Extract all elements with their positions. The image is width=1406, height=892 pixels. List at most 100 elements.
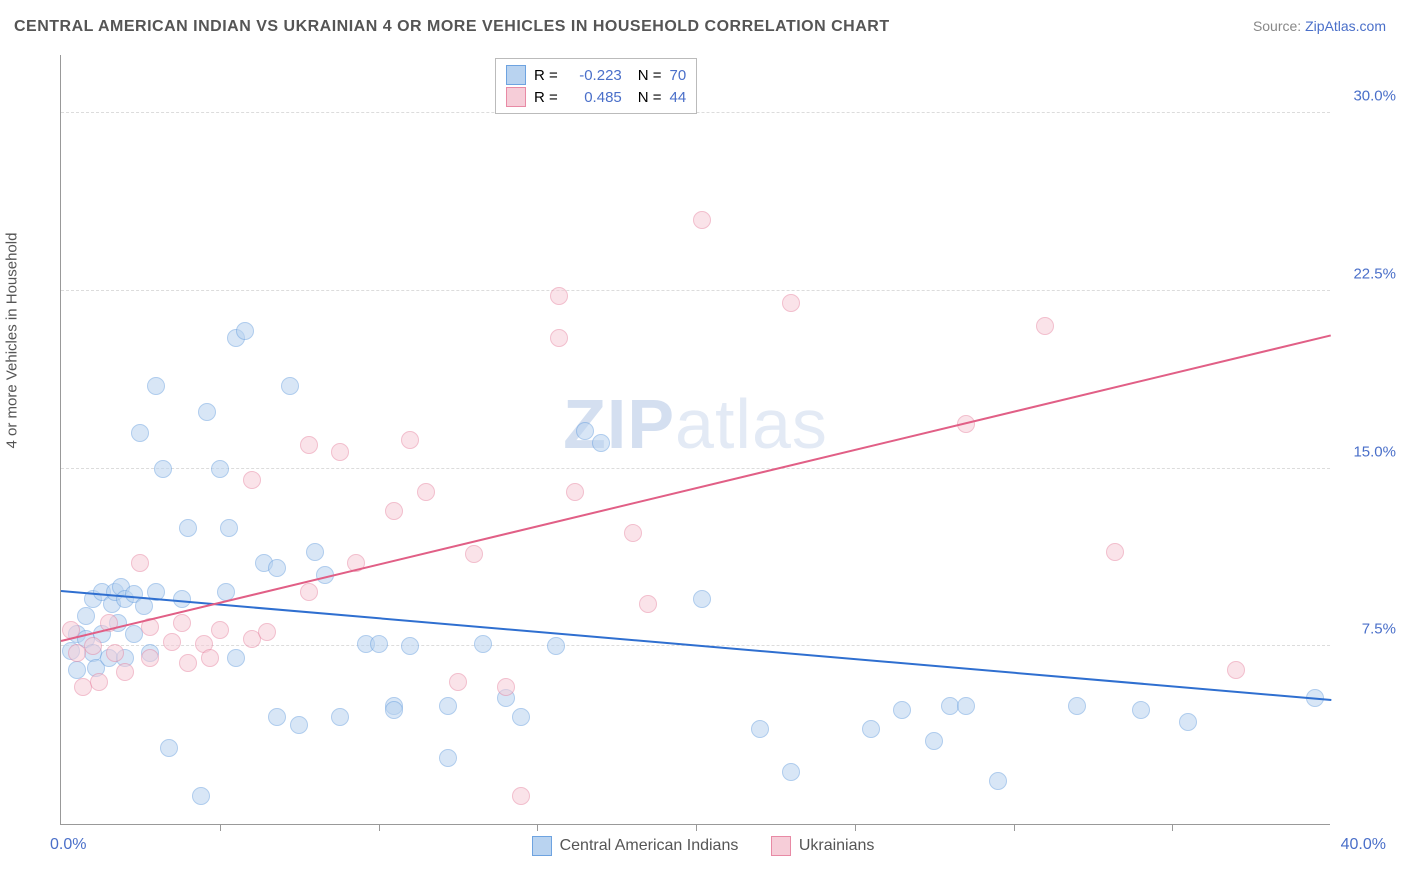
point-ukr <box>512 787 530 805</box>
legend-label-cai: Central American Indians <box>560 837 739 855</box>
point-ukr <box>550 329 568 347</box>
legend-swatch-blue <box>532 836 552 856</box>
point-ukr <box>497 678 515 696</box>
point-cai <box>893 701 911 719</box>
legend-item-cai: Central American Indians <box>532 836 739 856</box>
r-label: R = <box>534 67 558 84</box>
legend-swatch-0 <box>506 65 526 85</box>
point-ukr <box>201 649 219 667</box>
source-attribution: Source: ZipAtlas.com <box>1253 18 1386 34</box>
point-cai <box>1068 697 1086 715</box>
point-cai <box>1132 701 1150 719</box>
point-ukr <box>417 483 435 501</box>
chart-title: CENTRAL AMERICAN INDIAN VS UKRAINIAN 4 O… <box>14 18 890 36</box>
y-tick-label: 7.5% <box>1336 621 1396 638</box>
point-cai <box>474 635 492 653</box>
y-tick-label: 15.0% <box>1336 443 1396 460</box>
point-cai <box>236 322 254 340</box>
point-ukr <box>385 502 403 520</box>
point-cai <box>439 697 457 715</box>
point-cai <box>211 460 229 478</box>
point-cai <box>160 739 178 757</box>
y-tick-label: 30.0% <box>1336 88 1396 105</box>
point-cai <box>862 720 880 738</box>
point-cai <box>77 607 95 625</box>
point-cai <box>751 720 769 738</box>
point-ukr <box>1106 543 1124 561</box>
bottom-legend: Central American Indians Ukrainians <box>0 836 1406 861</box>
point-ukr <box>300 436 318 454</box>
point-ukr <box>300 583 318 601</box>
point-ukr <box>116 663 134 681</box>
point-ukr <box>258 623 276 641</box>
point-cai <box>68 661 86 679</box>
r-value-1: 0.485 <box>566 89 622 106</box>
point-ukr <box>782 294 800 312</box>
point-cai <box>782 763 800 781</box>
point-cai <box>385 701 403 719</box>
y-axis-title: 4 or more Vehicles in Household <box>4 233 21 449</box>
point-ukr <box>211 621 229 639</box>
point-cai <box>268 708 286 726</box>
watermark: ZIPatlas <box>563 384 828 464</box>
point-cai <box>925 732 943 750</box>
point-cai <box>547 637 565 655</box>
x-tick <box>1014 824 1015 831</box>
legend-label-ukr: Ukrainians <box>799 837 875 855</box>
x-tick <box>1172 824 1173 831</box>
n-value-0: 70 <box>670 67 687 84</box>
x-tick <box>379 824 380 831</box>
legend-swatch-1 <box>506 87 526 107</box>
point-ukr <box>550 287 568 305</box>
correlation-legend-box: R = -0.223 N = 70 R = 0.485 N = 44 <box>495 58 697 114</box>
watermark-atlas: atlas <box>675 385 828 463</box>
point-cai <box>198 403 216 421</box>
n-value-1: 44 <box>670 89 687 106</box>
legend-swatch-pink <box>771 836 791 856</box>
point-ukr <box>331 443 349 461</box>
legend-row-0: R = -0.223 N = 70 <box>506 65 686 85</box>
point-cai <box>131 424 149 442</box>
source-prefix: Source: <box>1253 18 1305 34</box>
point-cai <box>306 543 324 561</box>
point-cai <box>192 787 210 805</box>
point-cai <box>290 716 308 734</box>
point-ukr <box>131 554 149 572</box>
point-ukr <box>449 673 467 691</box>
point-cai <box>401 637 419 655</box>
point-cai <box>370 635 388 653</box>
y-tick-label: 22.5% <box>1336 265 1396 282</box>
point-cai <box>331 708 349 726</box>
point-cai <box>512 708 530 726</box>
n-label: N = <box>638 89 662 106</box>
point-cai <box>989 772 1007 790</box>
point-ukr <box>90 673 108 691</box>
point-ukr <box>401 431 419 449</box>
point-cai <box>693 590 711 608</box>
point-cai <box>179 519 197 537</box>
point-cai <box>147 377 165 395</box>
point-ukr <box>639 595 657 613</box>
point-ukr <box>173 614 191 632</box>
r-value-0: -0.223 <box>566 67 622 84</box>
r-label: R = <box>534 89 558 106</box>
scatter-plot-area: ZIPatlas 7.5%15.0%22.5%30.0% <box>60 55 1330 825</box>
point-cai <box>1179 713 1197 731</box>
point-ukr <box>179 654 197 672</box>
point-ukr <box>1227 661 1245 679</box>
point-cai <box>957 697 975 715</box>
point-ukr <box>106 644 124 662</box>
n-label: N = <box>638 67 662 84</box>
source-link[interactable]: ZipAtlas.com <box>1305 18 1386 34</box>
x-tick <box>696 824 697 831</box>
point-cai <box>439 749 457 767</box>
point-ukr <box>1036 317 1054 335</box>
point-ukr <box>465 545 483 563</box>
point-cai <box>281 377 299 395</box>
x-tick <box>220 824 221 831</box>
point-cai <box>592 434 610 452</box>
gridline <box>61 290 1330 291</box>
legend-row-1: R = 0.485 N = 44 <box>506 87 686 107</box>
point-ukr <box>84 637 102 655</box>
point-ukr <box>141 649 159 667</box>
